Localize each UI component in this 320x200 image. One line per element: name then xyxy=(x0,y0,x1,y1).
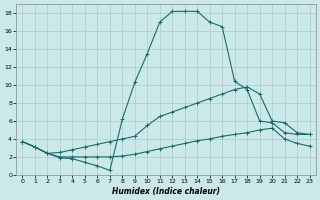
X-axis label: Humidex (Indice chaleur): Humidex (Indice chaleur) xyxy=(112,187,220,196)
